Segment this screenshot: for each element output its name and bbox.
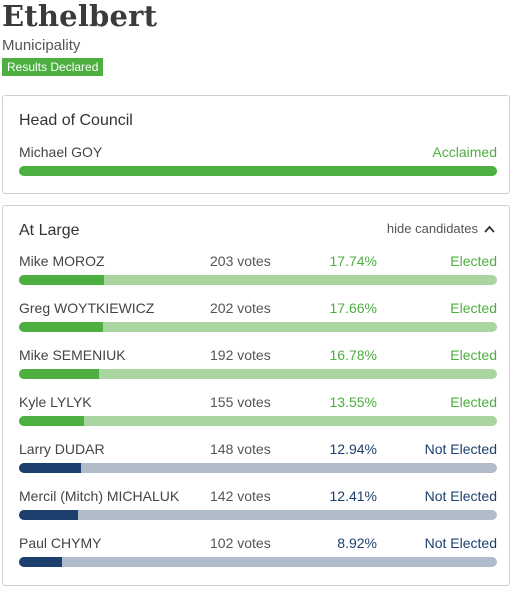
result-bar <box>19 322 497 332</box>
candidate-votes: 102 votes <box>210 535 271 551</box>
candidate-name: Greg WOYTKIEWICZ <box>19 300 155 316</box>
result-bar-fill <box>19 369 100 379</box>
head-of-council-card: Head of Council Michael GOY Acclaimed <box>2 95 510 194</box>
candidate-status: Elected <box>450 347 497 363</box>
candidate-status: Elected <box>450 253 497 269</box>
result-bar-fill <box>19 322 104 332</box>
candidate-row: Greg WOYTKIEWICZ 202 votes 17.66% Elected <box>19 299 497 339</box>
result-bar-fill <box>19 166 497 176</box>
result-bar-fill <box>19 510 79 520</box>
result-bar <box>19 166 497 176</box>
result-bar <box>19 463 497 473</box>
candidate-percent: 13.55% <box>329 394 377 410</box>
candidate-row: Mercil (Mitch) MICHALUK 142 votes 12.41% No… <box>19 487 497 527</box>
candidate-percent: 8.92% <box>337 535 377 551</box>
result-bar <box>19 275 497 285</box>
result-bar-fill <box>19 557 62 567</box>
candidate-row: Kyle LYLYK 155 votes 13.55% Elected <box>19 393 497 433</box>
candidate-name: Larry DUDAR <box>19 441 105 457</box>
candidate-percent: 17.66% <box>329 300 377 316</box>
candidate-row: Larry DUDAR 148 votes 12.94% Not Elected <box>19 440 497 480</box>
candidate-status: Not Elected <box>424 535 497 551</box>
candidate-percent: 12.94% <box>329 441 377 457</box>
candidate-row: Mike SEMENIUK 192 votes 16.78% Elected <box>19 346 497 386</box>
result-bar <box>19 416 497 426</box>
candidate-name: Mercil (Mitch) MICHALUK <box>19 488 180 504</box>
candidate-votes: 203 votes <box>210 253 271 269</box>
card-title: At Large <box>19 222 80 239</box>
candidate-votes: 202 votes <box>210 300 271 316</box>
result-bar <box>19 510 497 520</box>
status-badge: Results Declared <box>2 58 104 76</box>
result-bar-fill <box>19 275 104 285</box>
result-bar <box>19 369 497 379</box>
candidate-votes: 148 votes <box>210 441 271 457</box>
candidate-status: Acclaimed <box>432 144 497 160</box>
candidate-status: Elected <box>450 300 497 316</box>
candidate-percent: 17.74% <box>329 253 377 269</box>
candidate-status: Elected <box>450 394 497 410</box>
result-bar-fill <box>19 416 84 426</box>
candidate-votes: 142 votes <box>210 488 271 504</box>
candidate-percent: 12.41% <box>329 488 377 504</box>
candidate-percent: 16.78% <box>329 347 377 363</box>
candidate-row: Mike MOROZ 203 votes 17.74% Elected <box>19 252 497 292</box>
candidate-name: Mike MOROZ <box>19 253 105 269</box>
candidate-votes: 192 votes <box>210 347 271 363</box>
candidate-row: Michael GOY Acclaimed <box>19 143 497 183</box>
chevron-up-icon <box>484 225 495 233</box>
hide-candidates-toggle[interactable]: hide candidates <box>387 221 495 237</box>
at-large-card: At Large hide candidates Mike MOROZ 203 v… <box>2 205 510 586</box>
toggle-label: hide candidates <box>386 221 478 236</box>
candidate-votes: 155 votes <box>210 394 271 410</box>
municipality-title: Ethelbert <box>2 0 158 33</box>
municipality-type: Municipality <box>2 37 81 54</box>
candidate-status: Not Elected <box>424 441 497 457</box>
candidate-name: Michael GOY <box>19 144 103 160</box>
candidate-status: Not Elected <box>424 488 497 504</box>
candidate-name: Mike SEMENIUK <box>19 347 126 363</box>
result-bar <box>19 557 497 567</box>
candidate-name: Paul CHYMY <box>19 535 102 551</box>
result-bar-fill <box>19 463 81 473</box>
card-title: Head of Council <box>19 112 133 129</box>
candidate-name: Kyle LYLYK <box>19 394 92 410</box>
candidate-row: Paul CHYMY 102 votes 8.92% Not Elected <box>19 534 497 574</box>
page-header: Ethelbert Municipality Results Declared <box>2 0 157 76</box>
